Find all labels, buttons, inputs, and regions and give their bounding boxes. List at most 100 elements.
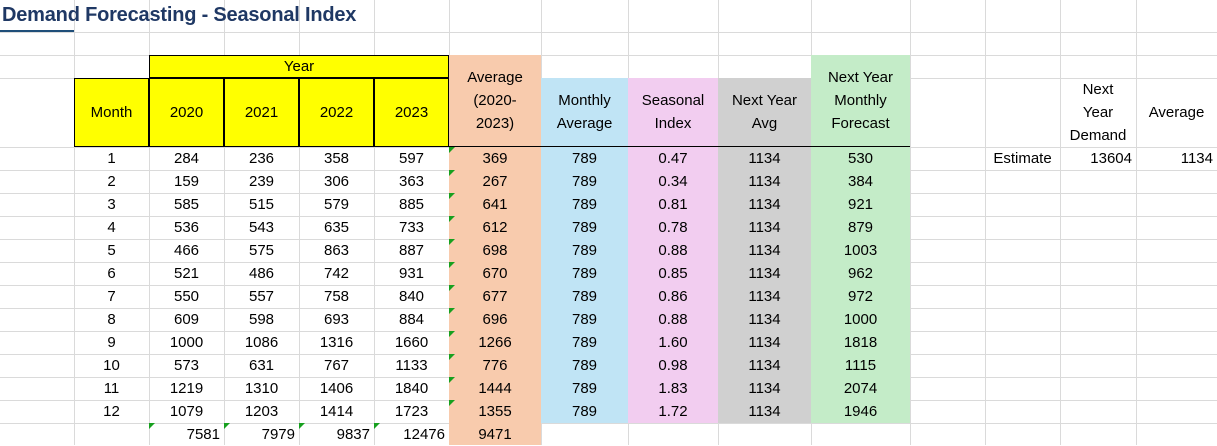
value-2023-cell[interactable]: 1723 [374,400,449,423]
average-cell[interactable]: 369 [449,147,541,170]
seasonal-index-cell[interactable]: 0.85 [628,262,718,285]
monthly-average-cell[interactable]: 789 [541,400,628,423]
month-cell[interactable]: 6 [74,262,149,285]
seasonal-index-cell[interactable]: 1.72 [628,400,718,423]
seasonal-index-cell[interactable]: 0.98 [628,354,718,377]
next-year-avg-cell[interactable]: 1134 [718,285,811,308]
forecast-cell[interactable]: 530 [811,147,910,170]
average-header[interactable]: Average (2020-2023) [449,55,541,147]
forecast-cell[interactable]: 879 [811,216,910,239]
value-2020-cell[interactable]: 466 [149,239,224,262]
monthly-average-cell[interactable]: 789 [541,170,628,193]
average-cell[interactable]: 641 [449,193,541,216]
average-cell[interactable]: 612 [449,216,541,239]
value-2021-cell[interactable]: 1086 [224,331,299,354]
value-2023-cell[interactable]: 597 [374,147,449,170]
value-2020-cell[interactable]: 521 [149,262,224,285]
total-2021-cell[interactable]: 7979 [224,423,299,445]
next-year-avg-cell[interactable]: 1134 [718,193,811,216]
value-2023-cell[interactable]: 931 [374,262,449,285]
monthly-average-cell[interactable]: 789 [541,285,628,308]
next-year-avg-cell[interactable]: 1134 [718,216,811,239]
value-2023-cell[interactable]: 885 [374,193,449,216]
forecast-cell[interactable]: 972 [811,285,910,308]
value-2022-cell[interactable]: 693 [299,308,374,331]
value-2021-cell[interactable]: 575 [224,239,299,262]
value-2020-cell[interactable]: 159 [149,170,224,193]
forecast-cell[interactable]: 1946 [811,400,910,423]
value-2023-cell[interactable]: 363 [374,170,449,193]
forecast-cell[interactable]: 384 [811,170,910,193]
forecast-cell[interactable]: 1818 [811,331,910,354]
seasonal-index-cell[interactable]: 0.81 [628,193,718,216]
estimate-label[interactable]: Estimate [985,147,1060,170]
average-side-header[interactable]: Average [1136,78,1217,147]
value-2021-cell[interactable]: 543 [224,216,299,239]
value-2023-cell[interactable]: 884 [374,308,449,331]
average-cell[interactable]: 776 [449,354,541,377]
month-cell[interactable]: 9 [74,331,149,354]
value-2021-cell[interactable]: 486 [224,262,299,285]
next-year-forecast-header[interactable]: Next Year Monthly Forecast [811,55,910,147]
monthly-average-cell[interactable]: 789 [541,216,628,239]
value-2021-cell[interactable]: 631 [224,354,299,377]
value-2022-cell[interactable]: 1316 [299,331,374,354]
value-2022-cell[interactable]: 742 [299,262,374,285]
seasonal-index-cell[interactable]: 0.88 [628,239,718,262]
next-year-avg-cell[interactable]: 1134 [718,400,811,423]
value-2020-cell[interactable]: 284 [149,147,224,170]
seasonal-index-cell[interactable]: 0.88 [628,308,718,331]
value-2022-cell[interactable]: 758 [299,285,374,308]
value-2021-cell[interactable]: 239 [224,170,299,193]
forecast-cell[interactable]: 962 [811,262,910,285]
year-column-header[interactable]: 2022 [299,78,374,147]
value-2022-cell[interactable]: 358 [299,147,374,170]
year-column-header[interactable]: 2021 [224,78,299,147]
next-year-avg-cell[interactable]: 1134 [718,147,811,170]
next-year-avg-cell[interactable]: 1134 [718,308,811,331]
next-year-demand-header[interactable]: Next Year Demand [1060,78,1136,147]
monthly-average-header[interactable]: Monthly Average [541,78,628,147]
value-2022-cell[interactable]: 579 [299,193,374,216]
average-cell[interactable]: 677 [449,285,541,308]
forecast-cell[interactable]: 1115 [811,354,910,377]
seasonal-index-cell[interactable]: 0.34 [628,170,718,193]
forecast-cell[interactable]: 1003 [811,239,910,262]
average-cell[interactable]: 1355 [449,400,541,423]
year-header[interactable]: Year [149,55,449,78]
total-average-cell[interactable]: 9471 [449,423,541,445]
month-cell[interactable]: 8 [74,308,149,331]
monthly-average-cell[interactable]: 789 [541,331,628,354]
monthly-average-cell[interactable]: 789 [541,147,628,170]
value-2022-cell[interactable]: 863 [299,239,374,262]
year-column-header[interactable]: 2023 [374,78,449,147]
value-2023-cell[interactable]: 733 [374,216,449,239]
value-2023-cell[interactable]: 1660 [374,331,449,354]
seasonal-index-cell[interactable]: 0.78 [628,216,718,239]
month-cell[interactable]: 3 [74,193,149,216]
value-2023-cell[interactable]: 840 [374,285,449,308]
average-cell[interactable]: 670 [449,262,541,285]
estimate-average-value[interactable]: 1134 [1136,147,1217,170]
monthly-average-cell[interactable]: 789 [541,377,628,400]
month-cell[interactable]: 11 [74,377,149,400]
seasonal-index-cell[interactable]: 0.86 [628,285,718,308]
average-cell[interactable]: 698 [449,239,541,262]
value-2022-cell[interactable]: 635 [299,216,374,239]
total-2022-cell[interactable]: 9837 [299,423,374,445]
value-2020-cell[interactable]: 1079 [149,400,224,423]
forecast-cell[interactable]: 921 [811,193,910,216]
estimate-value[interactable]: 13604 [1060,147,1136,170]
value-2023-cell[interactable]: 1840 [374,377,449,400]
forecast-cell[interactable]: 2074 [811,377,910,400]
next-year-avg-header[interactable]: Next Year Avg [718,78,811,147]
value-2022-cell[interactable]: 767 [299,354,374,377]
value-2020-cell[interactable]: 585 [149,193,224,216]
month-cell[interactable]: 4 [74,216,149,239]
value-2021-cell[interactable]: 598 [224,308,299,331]
average-cell[interactable]: 267 [449,170,541,193]
month-cell[interactable]: 12 [74,400,149,423]
seasonal-index-cell[interactable]: 0.47 [628,147,718,170]
value-2021-cell[interactable]: 515 [224,193,299,216]
